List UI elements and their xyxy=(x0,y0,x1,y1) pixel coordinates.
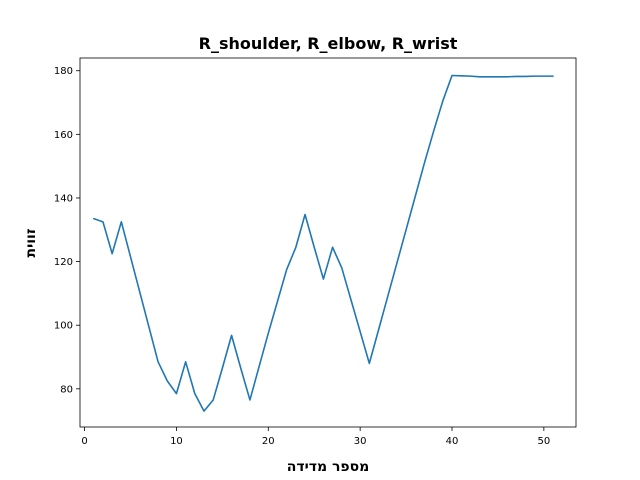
y-tick-label: 140 xyxy=(54,193,73,204)
x-tick-label: 30 xyxy=(354,436,367,447)
x-tick-label: 40 xyxy=(446,436,459,447)
x-tick-label: 0 xyxy=(81,436,87,447)
y-axis: 80 100 120 140 160 180 xyxy=(54,66,80,395)
series-line xyxy=(92,74,554,412)
y-tick-label: 100 xyxy=(54,321,73,332)
x-tick-label: 50 xyxy=(537,436,550,447)
y-tick-label: 80 xyxy=(60,384,73,395)
x-axis-label: מספר מדידה xyxy=(287,459,370,475)
x-tick-label: 20 xyxy=(262,436,275,447)
y-tick-label: 180 xyxy=(54,66,73,77)
y-tick-label: 160 xyxy=(54,130,73,141)
chart-title: R_shoulder, R_elbow, R_wrist xyxy=(199,34,458,53)
plot-area-frame xyxy=(79,57,577,428)
x-tick-label: 10 xyxy=(170,436,183,447)
y-tick-label: 120 xyxy=(54,257,73,268)
x-axis: 0 10 20 30 40 50 xyxy=(81,427,550,447)
series-layer xyxy=(92,74,554,412)
y-axis-label: זווית xyxy=(23,229,39,258)
